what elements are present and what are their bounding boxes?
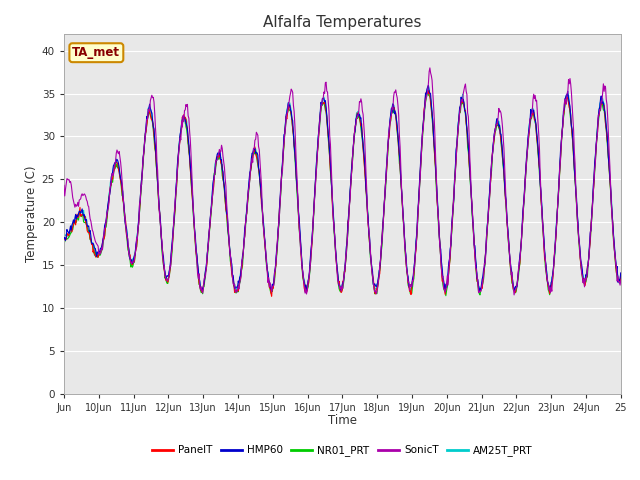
- Title: Alfalfa Temperatures: Alfalfa Temperatures: [263, 15, 422, 30]
- Text: TA_met: TA_met: [72, 46, 120, 59]
- X-axis label: Time: Time: [328, 414, 357, 427]
- Y-axis label: Temperature (C): Temperature (C): [24, 165, 38, 262]
- Legend: PanelT, HMP60, NR01_PRT, SonicT, AM25T_PRT: PanelT, HMP60, NR01_PRT, SonicT, AM25T_P…: [148, 441, 537, 460]
